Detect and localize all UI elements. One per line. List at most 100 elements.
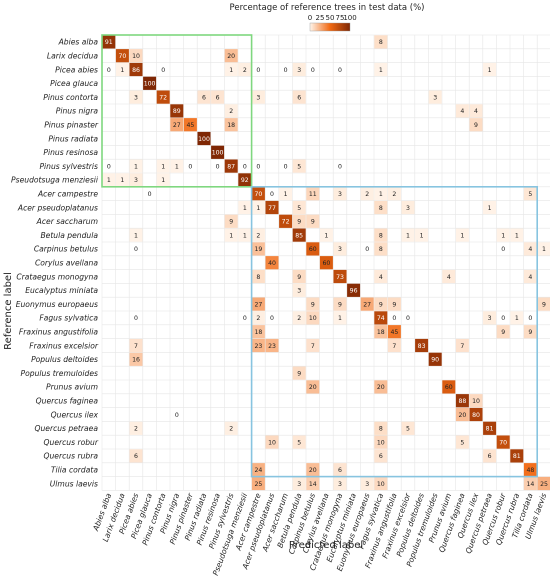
matrix-cell [251,187,265,201]
matrix-cell [387,338,401,353]
cell-value-label: 8 [379,205,383,212]
cell-value-label: 81 [513,453,521,460]
y-tick-label: Pinus nigra [56,107,99,116]
matrix-cell [306,338,320,353]
y-tick-label: Eucalyptus miniata [25,286,98,295]
cell-value-label: 3 [338,246,342,253]
matrix-cell [306,380,320,394]
cell-value-label: 0 [243,315,247,322]
matrix-cell [387,187,401,201]
cell-value-label: 27 [173,122,181,129]
matrix-cell [469,118,483,132]
cell-value-label: 1 [488,205,492,212]
cell-value-label: 0 [134,246,138,253]
cell-value-label: 5 [460,439,464,446]
cell-value-label: 100 [144,81,156,88]
matrix-cell [523,476,537,491]
cell-value-label: 70 [254,191,262,198]
cell-value-label: 60 [445,384,453,391]
matrix-cell [374,380,388,394]
cell-value-label: 20 [309,384,317,391]
cell-value-label: 1 [229,232,233,239]
matrix-cell [279,187,293,201]
cell-value-label: 0 [501,315,505,322]
cell-value-label: 0 [243,163,247,170]
matrix-cell [251,338,265,353]
y-tick-label: Tilia cordata [51,466,98,475]
cell-value-label: 10 [268,439,276,446]
matrix-cell [442,380,456,394]
cell-value-label: 3 [134,177,138,184]
cell-value-label: 18 [227,122,235,129]
cell-value-label: 0 [406,315,410,322]
cell-value-label: 1 [229,67,233,74]
matrix-cell [374,269,388,284]
matrix-cell [102,173,116,187]
matrix-cell [251,228,265,242]
cell-value-label: 1 [256,205,260,212]
cell-value-label: 1 [161,177,165,184]
cell-value-label: 3 [338,481,342,488]
x-axis-label: Predicted label [289,540,363,551]
cell-value-label: 20 [309,467,317,474]
matrix-cell [537,476,550,491]
cell-value-label: 2 [134,426,138,433]
matrix-cell [224,104,238,118]
matrix-cell [510,228,524,242]
y-tick-label: Prunus avium [46,383,98,392]
matrix-cell [115,173,129,187]
matrix-cell [483,449,497,463]
cell-value-label: 6 [216,94,220,101]
cell-value-label: 0 [311,67,315,74]
matrix-cell [129,173,143,187]
cell-value-label: 3 [256,94,260,101]
matrix-cell [374,325,388,339]
y-tick-label: Pinus radiata [48,134,98,143]
y-tick-label: Quercus rubra [44,452,99,461]
cell-value-label: 7 [311,343,315,350]
y-tick-label: Populus deltoides [31,355,98,364]
matrix-cell [333,242,347,256]
y-tick-label: Abies alba [58,38,99,47]
cell-value-label: 0 [107,163,111,170]
cell-value-label: 1 [120,67,124,74]
matrix-cell [292,200,306,215]
matrix-cell [455,394,469,408]
y-tick-label: Fraxinus angustifolia [19,328,98,337]
matrix-cell [387,325,401,339]
matrix-cell [129,352,143,366]
matrix-cell [115,62,129,77]
matrix-cell [156,173,170,187]
cell-value-label: 3 [365,481,369,488]
cell-value-label: 90 [431,357,439,364]
cell-value-label: 1 [134,163,138,170]
matrix-cell [292,435,306,449]
cell-value-label: 6 [379,453,383,460]
cell-value-label: 10 [132,53,140,60]
matrix-cell [319,228,333,242]
cell-value-label: 9 [297,274,301,281]
matrix-cell [292,283,306,297]
y-tick-label: Quercus ilex [51,410,99,419]
cell-value-label: 83 [418,343,426,350]
matrix-cell [251,269,265,284]
y-tick-label: Crataegus monogyna [16,272,98,281]
cell-value-label: 81 [486,426,494,433]
matrix-cell [211,145,225,159]
cell-value-label: 74 [377,315,385,322]
colorbar-gradient [309,22,351,32]
cell-value-label: 3 [433,94,437,101]
matrix-cell [374,242,388,256]
matrix-cell [170,104,184,118]
cell-value-label: 0 [270,315,274,322]
y-tick-label: Fagus sylvatica [39,314,98,323]
cell-value-label: 100 [198,136,210,143]
matrix-cell [183,118,197,132]
matrix-cell [224,118,238,132]
matrix-cell [265,256,279,270]
cell-value-label: 0 [338,67,342,74]
cell-value-label: 1 [379,67,383,74]
matrix-cell [129,49,143,63]
cell-value-label: 60 [309,246,317,253]
